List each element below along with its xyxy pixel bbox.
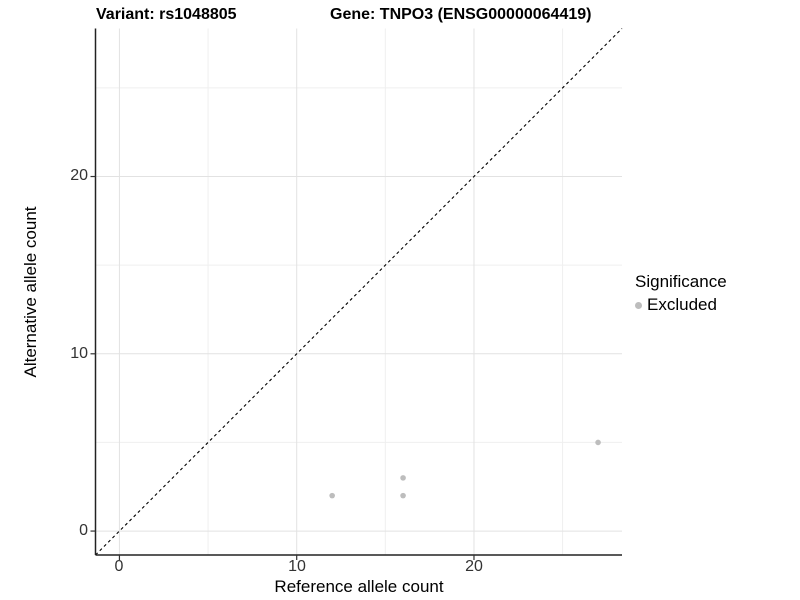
data-point [400, 492, 406, 499]
x-tick-label-10: 10 [288, 558, 306, 575]
y-tick-label-0: 0 [79, 522, 88, 539]
data-point [595, 439, 601, 446]
plot-title-variant: Variant: rs1048805 [96, 6, 237, 23]
legend-item-excluded: Excluded [635, 295, 727, 315]
data-point [400, 475, 406, 481]
legend-item-label: Excluded [647, 295, 717, 314]
excluded-point-icon [635, 301, 642, 309]
y-tick-label-10: 10 [70, 345, 88, 362]
y-axis-title: Alternative allele count [21, 206, 40, 378]
x-tick-label-20: 20 [465, 558, 483, 575]
y-tick-label-20: 20 [70, 167, 88, 184]
x-axis-title: Reference allele count [274, 577, 444, 596]
identity-line [95, 28, 623, 556]
legend-title: Significance [635, 272, 727, 291]
legend: Significance Excluded [635, 272, 727, 315]
data-point [329, 492, 335, 499]
x-tick-label-0: 0 [114, 558, 124, 575]
plot-title-gene: Gene: TNPO3 (ENSG00000064419) [330, 6, 592, 23]
